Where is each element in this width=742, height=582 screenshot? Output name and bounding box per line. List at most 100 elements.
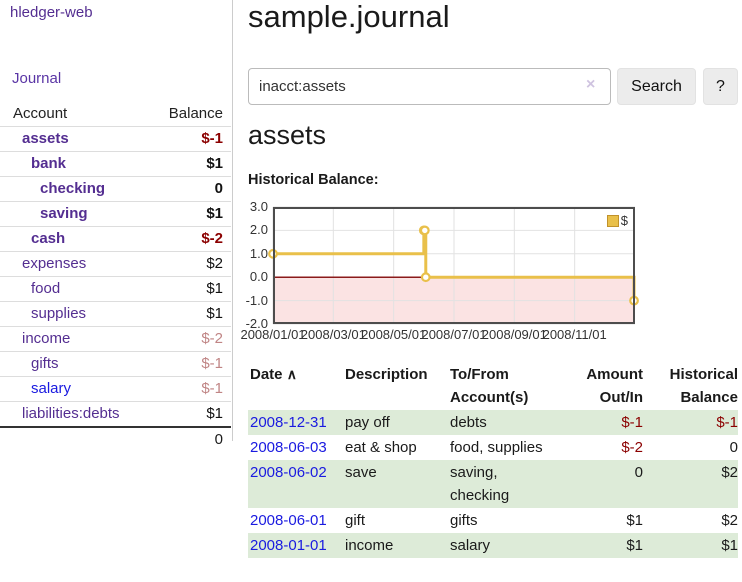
- transaction-amount: $-1: [621, 414, 643, 431]
- transaction-accounts: gifts: [450, 512, 478, 529]
- legend-swatch: [606, 214, 619, 227]
- sidebar-item-journal[interactable]: Journal: [12, 70, 62, 87]
- account-balance: $1: [151, 151, 231, 177]
- transaction-amount: $1: [626, 537, 643, 554]
- main-content: sample.journal × Search ? assets Histori…: [240, 0, 742, 582]
- sidebar: hledger-web Journal Account Balance asse…: [0, 0, 233, 452]
- account-link[interactable]: gifts: [31, 355, 59, 372]
- accounts-total-value: 0: [151, 426, 231, 452]
- account-link[interactable]: liabilities:debts: [22, 405, 120, 422]
- account-row: checking 0: [0, 176, 231, 202]
- transaction-date-link[interactable]: 2008-06-02: [250, 464, 327, 481]
- account-balance: $-2: [151, 226, 231, 252]
- transactions-header-row: Date ∧ Description To/From Account(s) Am…: [248, 362, 738, 410]
- accounts-header-row: Account Balance: [0, 102, 231, 127]
- transaction-balance: $1: [721, 537, 738, 554]
- transaction-balance: $2: [721, 512, 738, 529]
- transaction-row: 2008-01-01 income salary $1 $1: [248, 533, 738, 558]
- account-link[interactable]: salary: [31, 380, 72, 397]
- account-balance: $1: [151, 201, 231, 227]
- search-button[interactable]: Search: [617, 68, 696, 105]
- chart-plot: [268, 206, 639, 325]
- transaction-description: save: [345, 464, 377, 481]
- column-header-amount: Amount Out/In: [586, 366, 643, 406]
- account-row: saving $1: [0, 201, 231, 227]
- transaction-row: 2008-12-31 pay off debts $-1 $-1: [248, 410, 738, 435]
- search-bar: × Search ?: [248, 68, 742, 105]
- accounts-header-balance: Balance: [151, 102, 231, 127]
- account-balance: 0: [151, 176, 231, 202]
- transaction-balance: 0: [729, 439, 738, 456]
- transaction-row: 2008-06-03 eat & shop food, supplies $-2 0: [248, 435, 738, 460]
- account-link[interactable]: food: [31, 280, 61, 297]
- x-axis-label: 2008/05/01: [361, 327, 427, 342]
- chart-legend: $: [606, 213, 628, 228]
- account-row: cash $-2: [0, 226, 231, 252]
- y-axis-label: 0.0: [249, 269, 268, 285]
- account-link[interactable]: checking: [40, 180, 106, 197]
- y-axis-label: 2.0: [249, 222, 268, 238]
- account-balance: $1: [151, 401, 231, 428]
- transactions-table-body: 2008-12-31 pay off debts $-1 $-1 2008-06-03 ea…: [248, 410, 738, 558]
- account-link[interactable]: supplies: [31, 305, 87, 322]
- help-button[interactable]: ?: [703, 68, 738, 105]
- accounts-total-row: 0: [0, 426, 231, 452]
- x-axis-label: 2008/07/01: [421, 327, 487, 342]
- account-balance: $-1: [151, 126, 231, 152]
- brand-link[interactable]: hledger-web: [10, 4, 93, 21]
- transaction-balance: $-1: [716, 414, 738, 431]
- transaction-row: 2008-06-02 save saving, checking 0 $2: [248, 460, 738, 508]
- account-row: liabilities:debts $1: [0, 401, 231, 428]
- transaction-amount: $1: [626, 512, 643, 529]
- account-row: assets $-1: [0, 126, 231, 152]
- account-row: supplies $1: [0, 301, 231, 327]
- transactions-table: Date ∧ Description To/From Account(s) Am…: [248, 362, 738, 558]
- transaction-date-link[interactable]: 2008-06-01: [250, 512, 327, 529]
- account-balance: $1: [151, 301, 231, 327]
- sort-ascending-icon: ∧: [286, 366, 297, 382]
- chart-title: Historical Balance:: [248, 172, 379, 188]
- transaction-amount: 0: [634, 464, 643, 481]
- account-row: bank $1: [0, 151, 231, 177]
- transaction-accounts: saving, checking: [450, 464, 510, 504]
- account-link[interactable]: bank: [31, 155, 67, 172]
- transaction-description: income: [345, 537, 394, 554]
- account-balance: $-1: [151, 351, 231, 377]
- account-link[interactable]: saving: [40, 205, 88, 222]
- account-link[interactable]: expenses: [22, 255, 87, 272]
- account-link[interactable]: income: [22, 330, 71, 347]
- transaction-description: eat & shop: [345, 439, 417, 456]
- clear-search-icon[interactable]: ×: [586, 76, 596, 93]
- y-axis-label: -2.0: [245, 316, 268, 331]
- transaction-accounts: debts: [450, 414, 487, 431]
- transaction-accounts: salary: [450, 537, 491, 554]
- transaction-date-link[interactable]: 2008-12-31: [250, 414, 327, 431]
- account-balance: $-2: [151, 326, 231, 352]
- column-header-date[interactable]: Date ∧: [250, 366, 297, 383]
- x-axis-label: 2008/01/01: [240, 327, 306, 342]
- transaction-amount: $-2: [621, 439, 643, 456]
- account-row: expenses $2: [0, 251, 231, 277]
- y-axis-label: 1.0: [249, 245, 268, 261]
- accounts-table-body: assets $-1 bank $1 checking 0 saving $1 cash $-2 e…: [0, 126, 231, 428]
- account-row: gifts $-1: [0, 351, 231, 377]
- data-point[interactable]: [419, 225, 430, 236]
- transaction-description: gift: [345, 512, 366, 529]
- x-axis-label: 2008/11/01: [542, 327, 607, 342]
- account-balance: $2: [151, 251, 231, 277]
- x-axis-label: 2008/09/01: [481, 327, 547, 342]
- x-axis-label: 2008/03/01: [300, 327, 366, 342]
- column-header-accounts: To/From Account(s): [450, 366, 529, 406]
- search-input[interactable]: [248, 68, 611, 105]
- historical-balance-chart: $ 3.0 2.0 1.0 0.0 -1.0 -2.0 2008/01/01 2008/03/…: [240, 199, 639, 342]
- transaction-accounts: food, supplies: [450, 439, 543, 456]
- account-link[interactable]: assets: [22, 130, 69, 147]
- data-point[interactable]: [420, 272, 431, 283]
- account-balance: $-1: [151, 376, 231, 402]
- y-axis-label: 3.0: [249, 199, 268, 214]
- transaction-date-link[interactable]: 2008-06-03: [250, 439, 327, 456]
- page-title: sample.journal: [248, 0, 450, 34]
- legend-label: $: [620, 213, 628, 228]
- account-link[interactable]: cash: [31, 230, 66, 247]
- transaction-date-link[interactable]: 2008-01-01: [250, 537, 327, 554]
